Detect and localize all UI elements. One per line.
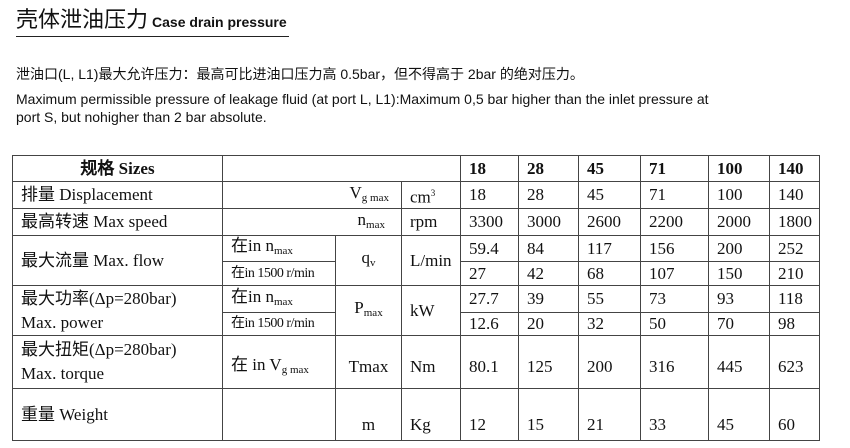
row-weight: 重量 Weight m Kg 12 15 21 33 45 60 <box>12 388 820 441</box>
sizes-header: 规格 Sizes <box>12 155 223 182</box>
row-max-power-1500: 在in 1500 r/min 12.6 20 32 50 70 98 <box>13 312 820 336</box>
row-max-flow: 最大流量 Max. flow 在in nmax qv L/min 59.4 84 1… <box>12 235 820 286</box>
specifications-table: 规格 Sizes 18 28 45 71 100 140 排量 Displace… <box>12 155 820 441</box>
size-cell: 140 <box>769 155 820 182</box>
row-max-flow-1500: 在in 1500 r/min 27 42 68 107 150 210 <box>13 261 820 286</box>
description-en-line2: port S, but nohigher than 2 bar absolute… <box>16 109 267 125</box>
description-en-line1: Maximum permissible pressure of leakage … <box>16 91 709 107</box>
row-displacement: 排量 Displacement Vg max cm3 18 28 45 71 100 14… <box>12 181 820 209</box>
size-cell: 18 <box>460 155 519 182</box>
header-row: 规格 Sizes 18 28 45 71 100 140 <box>12 155 820 182</box>
description-cn: 泄油口(L, L1)最大允许压力：最高可比进油口压力高 0.5bar，但不得高于… <box>16 66 584 82</box>
size-cell: 71 <box>640 155 709 182</box>
row-max-speed: 最高转速 Max speed nmax rpm 3300 3000 2600 2200… <box>12 208 820 236</box>
size-cell: 28 <box>518 155 579 182</box>
section-title: 壳体泄油压力 Case drain pressure <box>16 8 289 37</box>
size-cell: 45 <box>578 155 641 182</box>
size-cell: 100 <box>708 155 770 182</box>
row-max-torque: 最大扭矩(Δp=280bar) Max. torque 在 in Vg max T… <box>12 335 820 389</box>
row-max-power: 最大功率(Δp=280bar) Max. power 在in nmax Pmax … <box>12 285 820 336</box>
